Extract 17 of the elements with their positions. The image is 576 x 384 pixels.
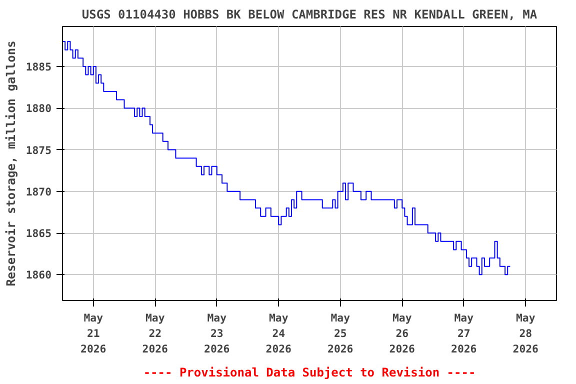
x-tick-label: May 25 2026 bbox=[328, 312, 354, 356]
y-tick-label: 1870 bbox=[26, 185, 52, 198]
x-tick-label: May 27 2026 bbox=[451, 312, 477, 356]
x-tick-label: May 22 2026 bbox=[142, 312, 168, 356]
x-tick-label: May 23 2026 bbox=[204, 312, 230, 356]
chart-title: USGS 01104430 HOBBS BK BELOW CAMBRIDGE RES NR KENDALL GREEN, MA bbox=[82, 8, 538, 22]
y-tick-label: 1865 bbox=[26, 227, 52, 240]
x-tick-label: May 26 2026 bbox=[389, 312, 415, 356]
y-tick-label: 1875 bbox=[26, 144, 52, 157]
y-tick-label: 1885 bbox=[26, 60, 52, 74]
x-tick-label: May 21 2026 bbox=[80, 312, 106, 356]
y-tick-label: 1880 bbox=[26, 102, 52, 116]
x-tick-label: May 28 2026 bbox=[512, 312, 538, 356]
text: ---- Provisional Data Subject to Revision ---- bbox=[143, 366, 476, 380]
x-tick-label: May 24 2026 bbox=[266, 312, 292, 356]
y-axis-title: Reservoir storage, million gallons bbox=[4, 40, 18, 286]
y-tick-label: 1860 bbox=[26, 268, 52, 282]
